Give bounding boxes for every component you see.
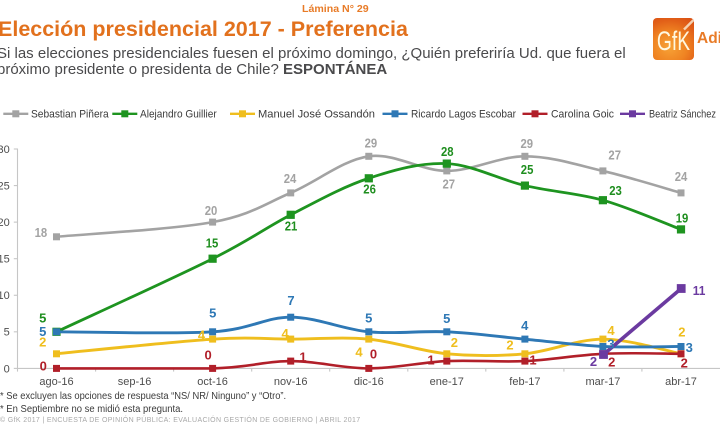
svg-text:5: 5	[39, 311, 46, 326]
svg-text:5: 5	[209, 306, 216, 321]
svg-text:2: 2	[608, 355, 615, 370]
svg-text:24: 24	[675, 169, 688, 184]
svg-text:0: 0	[4, 363, 10, 375]
svg-text:4: 4	[281, 326, 289, 341]
svg-text:Sebastian Piñera: Sebastian Piñera	[31, 109, 110, 121]
svg-text:19: 19	[676, 210, 689, 225]
svg-text:1: 1	[529, 353, 536, 368]
svg-text:ene-17: ene-17	[430, 376, 464, 388]
svg-text:nov-16: nov-16	[274, 376, 308, 388]
svg-text:2: 2	[681, 355, 688, 370]
svg-text:1: 1	[427, 352, 434, 367]
svg-text:7: 7	[287, 293, 294, 308]
svg-text:10: 10	[0, 290, 10, 302]
svg-text:ago-16: ago-16	[39, 376, 73, 388]
svg-text:4: 4	[355, 345, 363, 360]
svg-text:24: 24	[284, 171, 297, 186]
svg-text:5: 5	[4, 327, 10, 339]
svg-text:26: 26	[363, 181, 376, 196]
svg-text:4: 4	[607, 323, 615, 338]
svg-text:27: 27	[608, 147, 621, 162]
svg-text:oct-16: oct-16	[197, 376, 228, 388]
svg-text:20: 20	[205, 203, 218, 218]
svg-text:2: 2	[506, 337, 513, 352]
svg-text:5: 5	[39, 324, 46, 339]
svg-text:Alejandro Guillier: Alejandro Guillier	[140, 109, 217, 121]
svg-text:5: 5	[443, 311, 450, 326]
svg-text:0: 0	[40, 358, 47, 373]
svg-text:28: 28	[441, 144, 454, 159]
svg-text:23: 23	[609, 183, 622, 198]
svg-text:18: 18	[35, 225, 48, 240]
svg-text:1: 1	[299, 349, 306, 364]
svg-text:3: 3	[686, 340, 693, 355]
svg-text:Manuel José Ossandón: Manuel José Ossandón	[258, 109, 375, 121]
svg-text:4: 4	[521, 318, 529, 333]
svg-text:2: 2	[451, 335, 458, 350]
svg-text:2: 2	[39, 334, 46, 349]
svg-text:15: 15	[206, 236, 219, 251]
svg-text:Carolina Goic: Carolina Goic	[551, 109, 614, 121]
svg-text:30: 30	[0, 144, 10, 156]
svg-text:5: 5	[365, 311, 372, 326]
svg-text:Beatriz Sánchez: Beatriz Sánchez	[649, 109, 716, 121]
svg-text:mar-17: mar-17	[585, 376, 620, 388]
svg-text:20: 20	[0, 217, 10, 229]
svg-text:sep-16: sep-16	[118, 376, 152, 388]
svg-text:2: 2	[590, 354, 597, 369]
svg-text:dic-16: dic-16	[354, 376, 384, 388]
svg-text:25: 25	[0, 180, 10, 192]
svg-text:29: 29	[365, 136, 378, 151]
svg-text:abr-17: abr-17	[665, 376, 697, 388]
svg-text:15: 15	[0, 254, 10, 266]
svg-text:Ricardo Lagos Escobar: Ricardo Lagos Escobar	[411, 109, 516, 121]
svg-text:2: 2	[678, 324, 685, 339]
svg-text:25: 25	[521, 162, 534, 177]
svg-text:21: 21	[285, 218, 298, 233]
svg-text:3: 3	[607, 337, 614, 352]
svg-text:0: 0	[204, 348, 211, 363]
svg-text:4: 4	[198, 327, 206, 342]
svg-text:11: 11	[693, 283, 706, 298]
svg-text:0: 0	[370, 347, 377, 362]
svg-text:feb-17: feb-17	[509, 376, 540, 388]
svg-text:29: 29	[521, 136, 534, 151]
svg-text:27: 27	[443, 177, 456, 192]
